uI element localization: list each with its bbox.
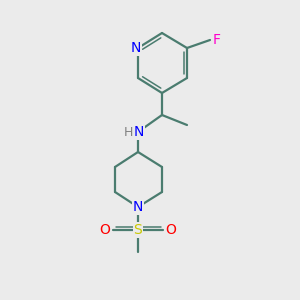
Text: O: O	[166, 223, 176, 237]
Text: O: O	[100, 223, 110, 237]
Text: N: N	[134, 125, 144, 139]
Text: N: N	[131, 41, 141, 55]
Text: F: F	[213, 33, 221, 47]
Text: H: H	[123, 125, 133, 139]
Text: S: S	[134, 223, 142, 237]
Text: N: N	[133, 200, 143, 214]
